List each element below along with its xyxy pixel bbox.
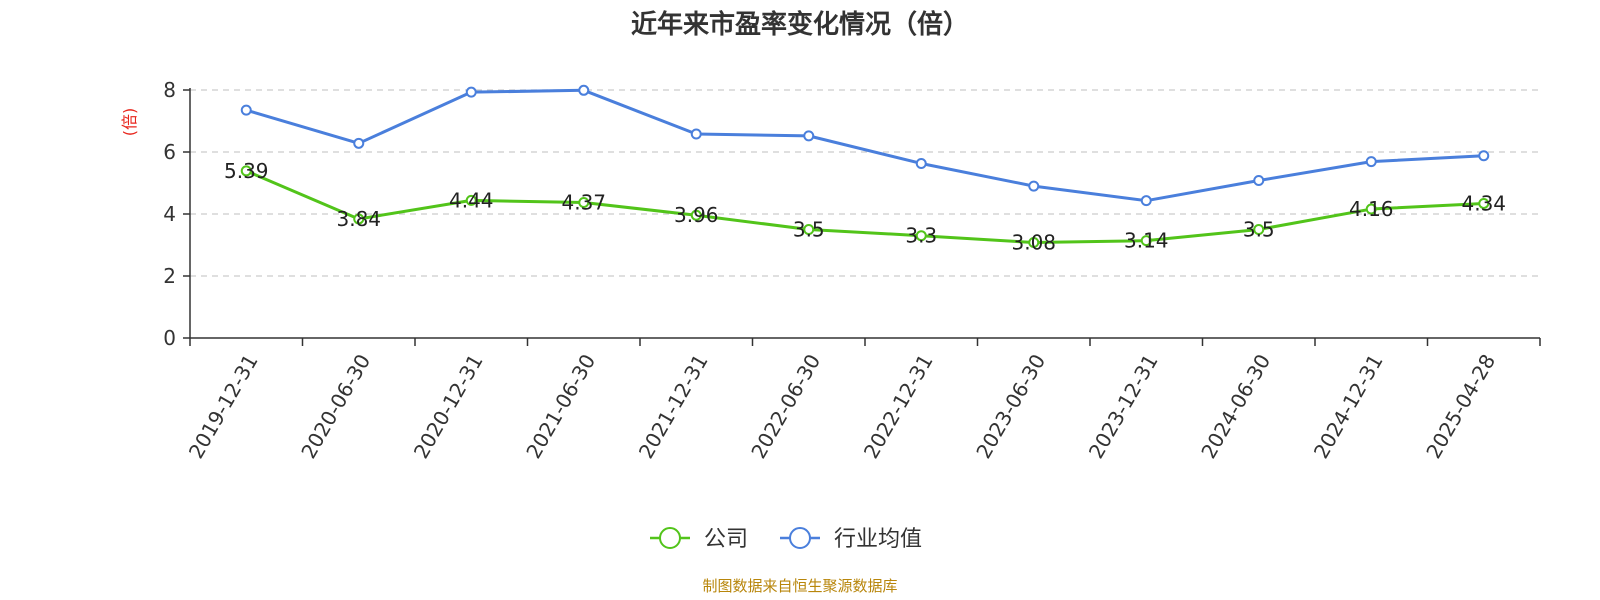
company-data-point[interactable] xyxy=(803,224,815,235)
industry-data-point[interactable] xyxy=(240,104,252,116)
axes: 0 2 4 6 8 2019-12-31 2020-06-30 2020-12-31 2021-… xyxy=(163,78,1541,463)
industry-data-point[interactable] xyxy=(1253,175,1265,187)
x-tick-label: 2019-12-31 xyxy=(184,350,263,463)
x-tick-label: 2023-12-31 xyxy=(1084,350,1163,463)
x-tick-label: 2020-12-31 xyxy=(409,350,488,463)
industry-data-point[interactable] xyxy=(465,86,477,98)
company-data-label: 3.96 xyxy=(674,203,719,227)
industry-data-point[interactable] xyxy=(353,137,365,149)
legend-item-industry[interactable]: 行业均值 xyxy=(780,527,922,552)
x-tick-label: 2023-06-30 xyxy=(971,350,1050,463)
industry-data-point[interactable] xyxy=(690,128,702,140)
company-data-label: 3.14 xyxy=(1124,229,1169,253)
industry-series-line xyxy=(244,88,1486,203)
company-data-point[interactable] xyxy=(690,209,702,221)
legend-marker-icon xyxy=(659,527,681,549)
company-data-point[interactable] xyxy=(578,197,590,209)
company-data-point[interactable] xyxy=(1028,237,1040,249)
company-data-label: 4.16 xyxy=(1349,197,1394,221)
source-note: 制图数据来自恒生聚源数据库 xyxy=(702,577,897,595)
industry-data-point[interactable] xyxy=(1478,150,1490,162)
company-data-point[interactable] xyxy=(240,165,252,177)
industry-data-point[interactable] xyxy=(1140,195,1152,207)
grid-lines xyxy=(190,89,1540,277)
company-data-point[interactable] xyxy=(353,213,365,225)
company-data-label: 4.44 xyxy=(449,188,494,212)
company-series-line xyxy=(244,169,1486,245)
company-data-label: 4.37 xyxy=(561,191,606,215)
industry-data-point[interactable] xyxy=(578,84,590,96)
x-tick-label: 2022-06-30 xyxy=(746,350,825,463)
x-tick-label: 2024-06-30 xyxy=(1196,350,1275,463)
legend-label: 公司 xyxy=(704,527,748,552)
y-axis-unit-label: (倍) xyxy=(120,108,139,137)
company-data-label: 3.3 xyxy=(905,224,937,248)
x-tick-label: 2021-06-30 xyxy=(521,350,600,463)
company-data-label: 3.84 xyxy=(336,207,381,231)
company-data-point[interactable] xyxy=(1478,197,1490,209)
legend: 公司 行业均值 xyxy=(650,527,922,552)
y-tick-label: 8 xyxy=(163,78,176,102)
company-data-point[interactable] xyxy=(1365,203,1377,215)
x-tick-label: 2025-04-28 xyxy=(1421,350,1500,463)
company-data-point[interactable] xyxy=(1140,235,1152,247)
company-data-point[interactable] xyxy=(1253,224,1265,235)
industry-data-point[interactable] xyxy=(1365,156,1377,168)
chart-title: 近年来市盈率变化情况（倍） xyxy=(631,9,969,40)
company-data-label: 5.39 xyxy=(224,159,269,183)
legend-marker-icon xyxy=(789,527,811,549)
y-tick-label: 6 xyxy=(163,140,176,164)
company-data-point[interactable] xyxy=(915,230,927,242)
series-lines xyxy=(240,84,1490,249)
x-tick-label: 2021-12-31 xyxy=(634,350,713,463)
industry-data-point[interactable] xyxy=(1028,180,1040,192)
data-labels: 5.39 3.84 4.44 4.37 3.96 3.5 3.3 3.08 3.14 3.5 4.1… xyxy=(224,159,1506,255)
company-data-label: 3.5 xyxy=(793,218,825,242)
company-data-label: 3.5 xyxy=(1243,218,1275,242)
x-tick-label: 2020-06-30 xyxy=(296,350,375,463)
y-tick-label: 2 xyxy=(163,264,176,288)
legend-label: 行业均值 xyxy=(834,527,922,552)
company-data-label: 3.08 xyxy=(1011,231,1056,255)
industry-data-point[interactable] xyxy=(915,157,927,169)
x-tick-label: 2024-12-31 xyxy=(1309,350,1388,463)
industry-data-point[interactable] xyxy=(803,130,815,142)
legend-item-company[interactable]: 公司 xyxy=(650,527,748,552)
company-data-label: 4.34 xyxy=(1461,191,1506,215)
y-tick-label: 4 xyxy=(163,202,176,226)
y-tick-label: 0 xyxy=(163,326,176,350)
company-data-point[interactable] xyxy=(465,194,477,206)
x-tick-label: 2022-12-31 xyxy=(859,350,938,463)
